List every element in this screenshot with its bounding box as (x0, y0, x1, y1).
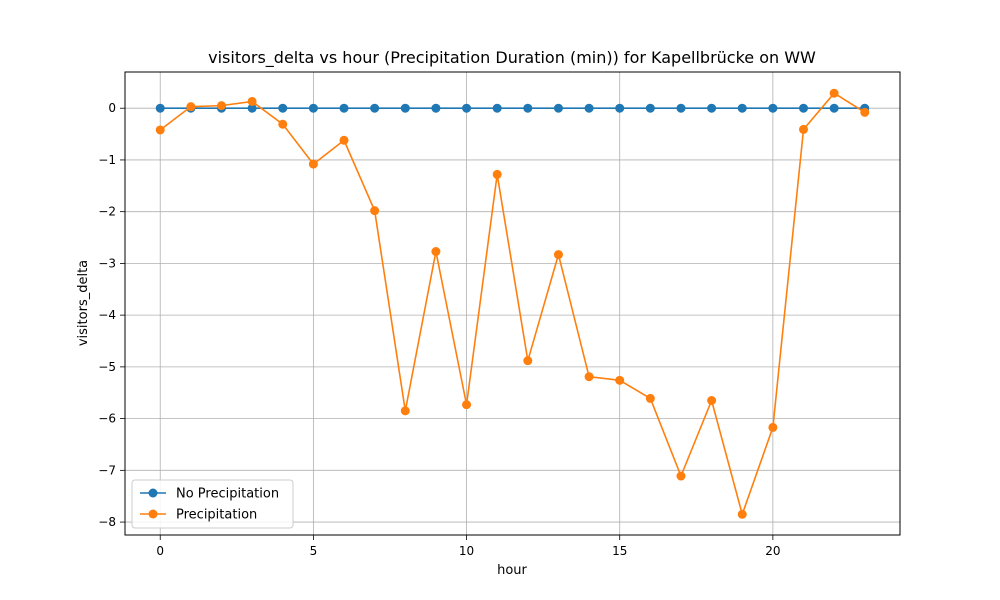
data-point (278, 119, 288, 129)
data-point (155, 103, 165, 113)
data-point (308, 103, 318, 113)
data-point (247, 96, 257, 106)
legend-box (131, 479, 294, 529)
y-tick-label: −8 (98, 515, 116, 529)
data-point (676, 103, 686, 113)
series-precipitation (155, 88, 870, 519)
data-point (400, 406, 410, 416)
data-point (799, 103, 809, 113)
data-point (431, 247, 441, 257)
data-point (584, 372, 594, 382)
y-tick-label: −6 (98, 412, 116, 426)
data-point (707, 103, 717, 113)
data-point (155, 125, 165, 135)
grid (125, 72, 900, 535)
series-no-precipitation (155, 103, 870, 113)
data-point (860, 107, 870, 117)
y-tick-label: −7 (98, 463, 116, 477)
data-point (737, 509, 747, 519)
x-tick-label: 15 (612, 544, 627, 558)
data-point (370, 103, 380, 113)
data-point (492, 103, 502, 113)
x-tick-label: 0 (156, 544, 164, 558)
y-tick-label: −3 (98, 256, 116, 270)
data-point (462, 400, 472, 410)
data-point (523, 356, 533, 366)
data-point (339, 135, 349, 145)
data-point (737, 103, 747, 113)
x-tick-label: 5 (310, 544, 318, 558)
series-line (159, 92, 866, 518)
x-axis-label: hour (497, 563, 527, 578)
legend-marker (148, 488, 158, 498)
series-layer (155, 88, 870, 519)
y-tick-label: 0 (108, 101, 116, 115)
data-point (462, 103, 472, 113)
data-point (523, 103, 533, 113)
data-point (308, 159, 318, 169)
data-point (829, 88, 839, 98)
data-point (676, 471, 686, 481)
data-point (339, 103, 349, 113)
data-point (768, 103, 778, 113)
data-point (799, 124, 809, 134)
legend-label: No Precipitation (176, 487, 279, 502)
data-point (768, 422, 778, 432)
data-point (400, 103, 410, 113)
data-point (829, 103, 839, 113)
legend-marker (148, 509, 158, 519)
plot-frame (124, 71, 901, 536)
data-point (216, 101, 226, 111)
data-point (247, 103, 257, 113)
x-tick-label: 10 (459, 544, 474, 558)
data-point (553, 103, 563, 113)
tick-layer: 0 5 10 15 20 0 −1 −2 −3 −4 −5 −6 −7 −8 (98, 101, 780, 558)
y-axis-label: visitors_delta (76, 260, 91, 346)
data-point (615, 103, 625, 113)
data-point (492, 169, 502, 179)
data-point (615, 375, 625, 385)
chart-title: visitors_delta vs hour (Precipitation Du… (208, 48, 816, 68)
legend: No Precipitation Precipitation (131, 479, 294, 529)
data-point (186, 102, 196, 112)
data-point (645, 103, 655, 113)
y-tick-label: −1 (98, 153, 116, 167)
data-point (553, 250, 563, 260)
data-point (370, 206, 380, 216)
y-tick-label: −2 (98, 205, 116, 219)
data-point (431, 103, 441, 113)
y-tick-label: −5 (98, 360, 116, 374)
y-tick-label: −4 (98, 308, 116, 322)
data-point (645, 393, 655, 403)
data-point (584, 103, 594, 113)
data-point (707, 395, 717, 405)
data-point (278, 103, 288, 113)
x-tick-label: 20 (765, 544, 780, 558)
legend-label: Precipitation (176, 508, 257, 523)
